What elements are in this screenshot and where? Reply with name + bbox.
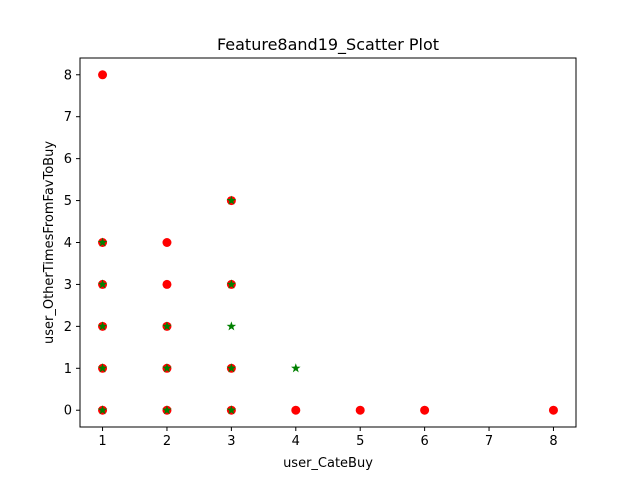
x-tick-label: 6 bbox=[420, 434, 428, 449]
x-tick-label: 2 bbox=[163, 434, 171, 449]
scatter-point-star bbox=[226, 405, 237, 415]
scatter-point-circle bbox=[548, 405, 558, 415]
x-axis: 1 2 3 4 5 6 7 8 bbox=[98, 427, 558, 449]
plot-area bbox=[97, 70, 558, 415]
scatter-point-circle bbox=[420, 405, 430, 415]
scatter-point-star bbox=[97, 237, 108, 247]
scatter-point-star bbox=[162, 363, 172, 373]
scatter-point-star bbox=[97, 363, 108, 373]
y-tick-label: 8 bbox=[64, 68, 72, 83]
y-tick-label: 7 bbox=[64, 110, 72, 125]
y-axis: 0 1 2 3 4 5 6 7 8 bbox=[64, 68, 80, 419]
y-tick-label: 1 bbox=[64, 362, 72, 377]
scatter-point-star bbox=[97, 405, 108, 415]
y-tick-label: 6 bbox=[64, 152, 72, 167]
scatter-point-circle bbox=[162, 238, 172, 247]
x-tick-label: 3 bbox=[227, 434, 235, 449]
scatter-point-star bbox=[97, 279, 108, 289]
scatter-point-star bbox=[162, 405, 172, 415]
scatter-point-star bbox=[97, 321, 108, 331]
x-tick-label: 7 bbox=[485, 434, 493, 449]
y-tick-label: 5 bbox=[64, 194, 72, 209]
scatter-point-star bbox=[291, 363, 301, 373]
scatter-point-circle bbox=[162, 279, 172, 289]
scatter-point-circle bbox=[355, 405, 365, 415]
x-tick-label: 5 bbox=[356, 434, 364, 449]
chart-title: Feature8and19_Scatter Plot bbox=[217, 35, 439, 55]
scatter-point-star bbox=[226, 195, 237, 205]
x-tick-label: 1 bbox=[98, 434, 106, 449]
scatter-point-star bbox=[162, 321, 172, 331]
x-axis-label: user_CateBuy bbox=[283, 456, 373, 471]
y-tick-label: 2 bbox=[64, 320, 72, 335]
y-tick-label: 3 bbox=[64, 278, 72, 293]
y-axis-label: user_OtherTimesFromFavToBuy bbox=[42, 141, 57, 344]
y-tick-label: 0 bbox=[64, 404, 72, 419]
scatter-point-star bbox=[226, 363, 237, 373]
scatter-point-circle bbox=[291, 405, 301, 415]
scatter-point-star bbox=[226, 321, 237, 331]
scatter-point-circle bbox=[98, 70, 108, 80]
x-tick-label: 8 bbox=[549, 434, 557, 449]
x-tick-label: 4 bbox=[292, 434, 300, 449]
y-tick-label: 4 bbox=[64, 236, 72, 251]
scatter-point-star bbox=[226, 279, 237, 289]
